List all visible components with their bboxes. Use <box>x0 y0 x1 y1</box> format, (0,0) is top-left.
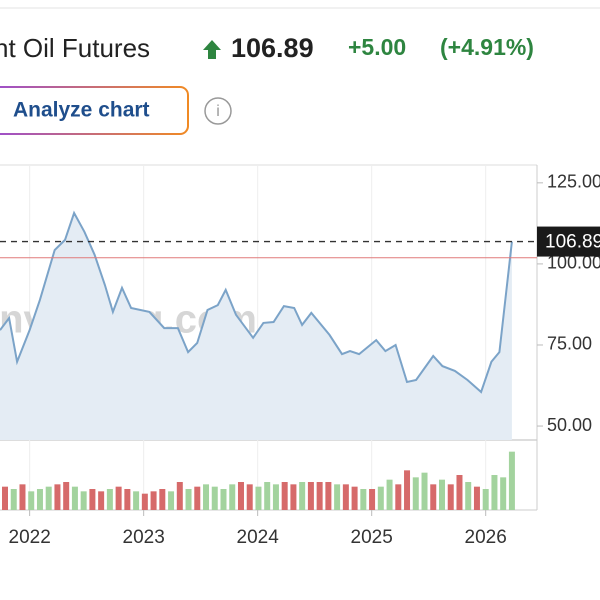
volume-bar <box>386 479 393 510</box>
volume-bar <box>447 484 454 510</box>
volume-bar <box>237 482 244 510</box>
volume-bar <box>272 484 279 510</box>
volume-bar <box>194 486 201 510</box>
volume-bar <box>36 489 43 510</box>
volume-bar <box>89 489 96 510</box>
volume-bar <box>351 486 358 510</box>
price-change-percent: (+4.91%) <box>440 34 534 60</box>
x-tick-label: 2022 <box>9 527 51 548</box>
volume-bar <box>281 482 288 510</box>
volume-bar <box>176 482 183 510</box>
volume-bar <box>54 484 61 510</box>
volume-bar <box>168 491 175 510</box>
volume-bar <box>299 482 306 510</box>
volume-bar <box>10 489 17 510</box>
volume-bar <box>377 486 384 510</box>
analyze-chart-label[interactable]: Analyze chart <box>13 99 150 122</box>
volume-bar <box>71 486 78 510</box>
x-tick-label: 2025 <box>351 527 393 548</box>
volume-bar <box>150 491 157 510</box>
volume-bar <box>369 489 376 510</box>
analyze-chart-button[interactable] <box>0 86 189 135</box>
chart: 2022 2023 2024 2025 2026 50.00 75.00 100.00 125.… <box>0 164 600 548</box>
x-tick-label: 2026 <box>465 527 507 548</box>
volume-bar <box>438 479 445 510</box>
volume-bar <box>45 486 52 510</box>
volume-bar <box>80 491 87 510</box>
volume-bar <box>106 489 113 510</box>
volume-bar <box>395 484 402 510</box>
volume-bar <box>211 486 218 510</box>
info-icon[interactable] <box>204 97 232 125</box>
instrument-title: nt Oil Futures <box>0 33 150 63</box>
volume-bar <box>124 489 131 510</box>
volume-bar <box>28 491 35 510</box>
volume-bar <box>98 491 105 510</box>
volume-bar <box>482 489 489 510</box>
volume-bar <box>115 486 122 510</box>
y-tick-label: 100.00 <box>547 253 600 273</box>
volume-bar <box>290 484 297 510</box>
volume-bar <box>500 477 507 510</box>
volume-bar <box>229 484 236 510</box>
volume-bar <box>334 484 341 510</box>
x-tick-label: 2024 <box>237 527 280 548</box>
volume-bar <box>185 489 192 510</box>
y-tick-label: 50.00 <box>547 415 592 435</box>
last-price: 106.89 <box>231 33 314 63</box>
volume-bar <box>63 482 70 510</box>
up-arrow <box>203 40 221 59</box>
volume-bar <box>2 486 8 510</box>
volume-bar <box>421 472 428 510</box>
volume-bar <box>133 491 140 510</box>
volume-bar <box>465 482 472 510</box>
volume-bar <box>203 484 210 510</box>
volume-bar <box>19 484 26 510</box>
volume-bar <box>220 489 227 510</box>
y-tick-label: 125.00 <box>547 172 600 192</box>
price-change: +5.00 <box>348 34 406 60</box>
volume-bar <box>159 489 166 510</box>
last-price-tag-label: 106.89 <box>545 232 600 253</box>
volume-bar <box>141 493 148 510</box>
volume-bar <box>473 486 480 510</box>
x-tick-label: 2023 <box>123 527 165 548</box>
price-area <box>0 213 512 440</box>
price-line <box>0 210 513 394</box>
volume-bar <box>325 482 332 510</box>
volume-bar <box>246 484 253 510</box>
volume-bar <box>508 451 515 510</box>
volume-bar <box>491 475 498 510</box>
volume-bar <box>342 484 349 510</box>
volume-bar <box>360 489 367 510</box>
volume-bar <box>404 470 411 510</box>
volume-bar <box>255 486 262 510</box>
volume-bar <box>264 482 271 510</box>
last-price-tag <box>537 226 600 257</box>
volume-bar <box>412 477 419 510</box>
volume-bar <box>316 482 323 510</box>
volume-bar <box>456 475 463 510</box>
y-tick-label: 75.00 <box>547 334 592 354</box>
volume-bar <box>430 484 437 510</box>
volume-bar <box>307 482 314 510</box>
info-icon-glyph[interactable]: i <box>216 103 220 120</box>
